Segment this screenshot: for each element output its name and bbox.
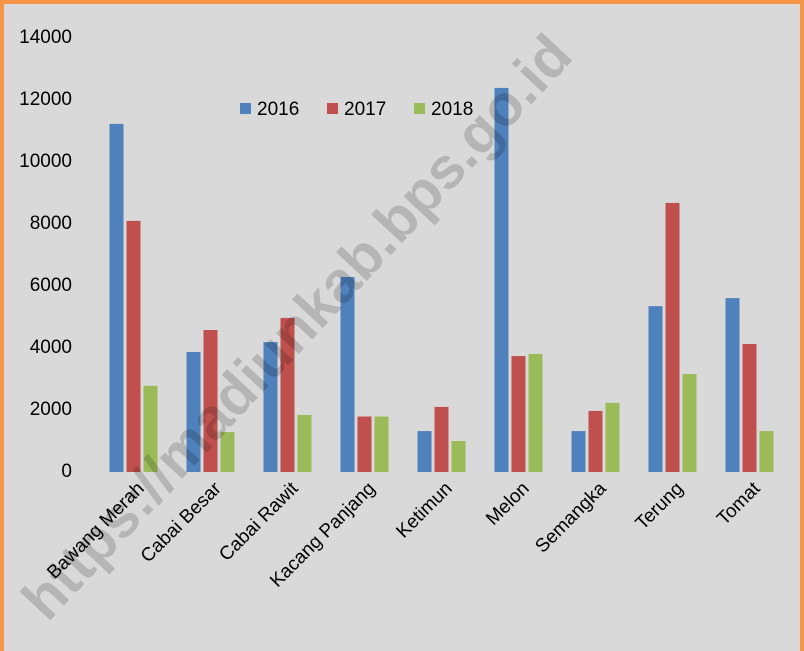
- bar: [511, 356, 526, 472]
- legend-label: 2016: [257, 99, 299, 120]
- legend-swatch: [414, 103, 425, 114]
- bar: [605, 402, 620, 472]
- bar: [742, 343, 757, 472]
- bar: [648, 306, 663, 472]
- y-tick-label: 6000: [30, 275, 72, 296]
- bar: [143, 385, 158, 472]
- y-tick-label: 0: [61, 461, 72, 482]
- legend-swatch: [240, 103, 251, 114]
- bar: [725, 298, 740, 472]
- bar: [494, 87, 509, 472]
- bar: [759, 431, 774, 472]
- bar: [571, 431, 586, 472]
- legend-label: 2017: [344, 99, 386, 120]
- bar: [434, 406, 449, 472]
- bar: [340, 277, 355, 472]
- bar: [665, 202, 680, 473]
- bar: [357, 416, 372, 472]
- y-tick-label: 14000: [19, 27, 72, 48]
- bar: [220, 432, 235, 472]
- bar: [451, 441, 466, 472]
- bar: [297, 414, 312, 472]
- bar: [682, 374, 697, 472]
- y-tick-label: 4000: [30, 337, 72, 358]
- legend-swatch: [327, 103, 338, 114]
- bar: [417, 431, 432, 472]
- y-tick-label: 8000: [30, 213, 72, 234]
- y-tick-label: 10000: [19, 151, 72, 172]
- bar: [109, 123, 124, 473]
- bar: [280, 317, 295, 472]
- bar: [528, 353, 543, 472]
- bar: [263, 342, 278, 472]
- bar: [203, 330, 218, 472]
- y-tick-label: 12000: [19, 89, 72, 110]
- bar: [374, 416, 389, 472]
- bar: [186, 352, 201, 472]
- y-tick-label: 2000: [30, 399, 72, 420]
- bar: [588, 410, 603, 472]
- legend-label: 2018: [431, 99, 473, 120]
- bar: [126, 220, 141, 472]
